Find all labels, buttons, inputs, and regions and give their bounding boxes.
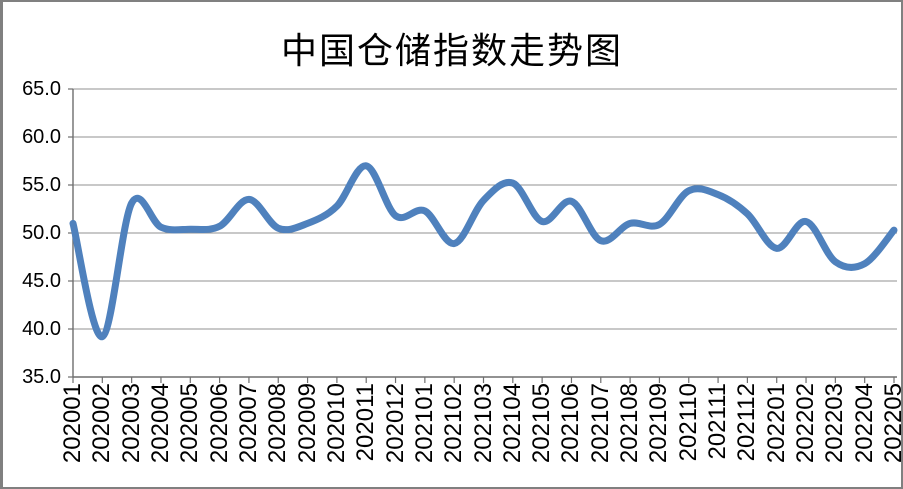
x-axis-tick-label-text: 202103 bbox=[469, 383, 497, 464]
x-axis-tick-label-text: 202003 bbox=[117, 383, 145, 464]
x-axis-tick-label-text: 202010 bbox=[322, 383, 350, 464]
x-axis-tick-label-text: 202009 bbox=[293, 383, 321, 464]
x-axis-tick-label-text: 202006 bbox=[205, 383, 233, 464]
x-axis-tick-label-text: 202112 bbox=[733, 383, 761, 462]
x-axis-tick-label-text: 202108 bbox=[616, 383, 644, 464]
x-axis-tick-label-text: 202106 bbox=[557, 383, 585, 464]
x-axis-tick-label-text: 202008 bbox=[264, 383, 292, 464]
y-axis-tick-label: 65.0 bbox=[22, 78, 61, 100]
x-axis-tick-label-text: 202204 bbox=[850, 383, 878, 464]
x-axis-tick-label-text: 202109 bbox=[645, 383, 673, 464]
x-axis-tick-label-text: 202205 bbox=[880, 383, 903, 464]
x-axis-tick-label-text: 202111 bbox=[704, 383, 732, 460]
x-axis-tick-label-text: 202203 bbox=[821, 383, 849, 464]
x-axis-tick-label-text: 202007 bbox=[234, 383, 262, 464]
x-axis-tick-label-text: 202004 bbox=[146, 383, 174, 464]
y-axis-tick-label: 40.0 bbox=[22, 318, 61, 340]
y-axis-tick-label: 55.0 bbox=[22, 174, 61, 196]
x-axis-tick-label-text: 202101 bbox=[410, 383, 438, 464]
chart-title: 中国仓储指数走势图 bbox=[280, 31, 623, 72]
x-axis-tick-label: 202205 bbox=[880, 383, 901, 463]
y-axis-tick-label: 60.0 bbox=[22, 126, 61, 148]
y-axis-tick-label: 45.0 bbox=[22, 270, 61, 292]
x-axis-tick-label-text: 202011 bbox=[352, 383, 380, 462]
x-axis-tick-label-text: 202012 bbox=[381, 383, 409, 464]
plot-area bbox=[68, 88, 898, 383]
x-axis-tick-label-text: 202104 bbox=[498, 383, 526, 464]
x-axis-tick-label-text: 202005 bbox=[176, 383, 204, 464]
x-axis-tick-label-text: 202107 bbox=[586, 383, 614, 464]
y-axis-tick-label: 50.0 bbox=[22, 222, 61, 244]
series-line-warehousing-index bbox=[69, 162, 898, 341]
x-axis-tick-label-text: 202202 bbox=[792, 383, 820, 464]
x-axis-tick-label-text: 202102 bbox=[440, 383, 468, 464]
x-axis-tick-label-text: 202001 bbox=[59, 383, 86, 464]
x-axis-tick-label-text: 202105 bbox=[528, 383, 556, 464]
x-axis-tick-label-text: 202002 bbox=[88, 383, 116, 464]
x-axis-tick-label-text: 202201 bbox=[762, 383, 790, 464]
y-axis-tick-label: 35.0 bbox=[22, 366, 61, 388]
x-axis-tick-label-text: 202110 bbox=[674, 383, 702, 462]
